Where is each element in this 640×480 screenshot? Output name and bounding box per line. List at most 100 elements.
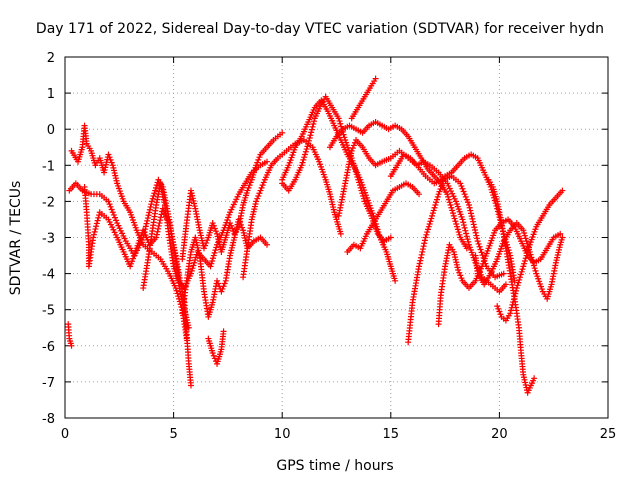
y-tick-label: -7 — [42, 376, 55, 391]
data-point — [228, 222, 235, 229]
data-point — [239, 224, 246, 231]
data-point — [263, 241, 270, 248]
data-point — [432, 202, 439, 209]
x-tick-label: 0 — [61, 427, 69, 442]
data-point — [522, 235, 529, 242]
data-point — [302, 151, 309, 158]
data-point — [525, 244, 532, 251]
data-point — [495, 305, 502, 312]
data-point — [426, 220, 433, 227]
series-trace20 — [485, 176, 538, 396]
data-point — [471, 224, 478, 231]
data-point — [447, 202, 454, 209]
series-trace6 — [179, 216, 270, 320]
data-point — [557, 230, 564, 237]
data-point — [468, 213, 475, 220]
data-point — [472, 229, 479, 236]
data-point — [351, 139, 358, 146]
data-point — [521, 229, 528, 236]
data-point — [374, 226, 381, 233]
data-point — [68, 342, 75, 349]
data-point — [235, 216, 242, 223]
series-trace9 — [240, 137, 344, 281]
data-point — [260, 179, 267, 186]
data-point — [209, 350, 216, 357]
data-point — [520, 263, 527, 270]
x-axis-label: GPS time / hours — [276, 458, 393, 474]
data-point — [143, 220, 150, 227]
data-point — [416, 260, 423, 267]
data-point — [173, 287, 180, 294]
data-point — [300, 156, 307, 163]
data-point — [425, 223, 432, 230]
data-point — [247, 179, 254, 186]
data-point — [370, 212, 377, 219]
data-point — [458, 275, 465, 282]
y-axis-label: SDTVAR / TECUs — [8, 181, 24, 296]
data-point — [204, 237, 211, 244]
data-point — [460, 188, 467, 195]
data-point — [472, 227, 479, 234]
data-point — [350, 142, 357, 149]
data-point — [433, 196, 440, 203]
data-point — [209, 257, 216, 264]
data-point — [207, 263, 214, 270]
data-point — [455, 229, 462, 236]
data-point — [303, 146, 310, 153]
data-point — [310, 120, 317, 127]
data-point — [559, 187, 566, 194]
data-point — [244, 187, 251, 194]
data-point — [308, 129, 315, 136]
data-point — [108, 159, 115, 166]
data-point — [254, 195, 261, 202]
data-point — [450, 212, 457, 219]
data-point — [148, 198, 155, 205]
data-point — [201, 245, 208, 252]
data-point — [463, 245, 470, 252]
data-point — [510, 296, 517, 303]
data-point — [517, 271, 524, 278]
data-point — [531, 265, 538, 272]
data-point — [156, 220, 163, 227]
data-point — [497, 311, 504, 318]
data-point — [192, 257, 199, 264]
data-point — [462, 193, 469, 200]
data-point — [376, 231, 383, 238]
data-point — [419, 246, 426, 253]
y-tick-label: 0 — [47, 123, 55, 138]
data-point — [172, 285, 179, 292]
data-point — [109, 209, 116, 216]
data-point — [530, 262, 537, 269]
y-tick-label: -6 — [42, 340, 55, 355]
data-point — [473, 232, 480, 239]
data-point — [96, 212, 103, 219]
data-point — [416, 263, 423, 270]
data-point — [424, 226, 431, 233]
data-point — [531, 375, 538, 382]
data-point — [430, 207, 437, 214]
data-point — [527, 251, 534, 258]
data-point — [524, 249, 531, 256]
data-point — [107, 203, 114, 210]
y-tick-label: -8 — [42, 412, 55, 427]
data-point — [153, 182, 160, 189]
data-point — [246, 182, 253, 189]
data-point — [457, 180, 464, 187]
data-point — [335, 115, 342, 122]
data-point — [208, 260, 215, 267]
data-point — [360, 192, 367, 199]
data-point — [152, 184, 159, 191]
data-point — [433, 199, 440, 206]
data-point — [157, 217, 164, 224]
chart-title: Day 171 of 2022, Sidereal Day-to-day VTE… — [36, 21, 604, 37]
data-point — [302, 148, 309, 155]
data-point — [210, 352, 217, 359]
data-point — [514, 282, 521, 289]
data-point — [456, 269, 463, 276]
data-point — [91, 228, 98, 235]
data-point — [187, 270, 194, 277]
data-point — [467, 210, 474, 217]
data-point — [522, 255, 529, 262]
data-point — [308, 126, 315, 133]
data-point — [478, 249, 485, 256]
